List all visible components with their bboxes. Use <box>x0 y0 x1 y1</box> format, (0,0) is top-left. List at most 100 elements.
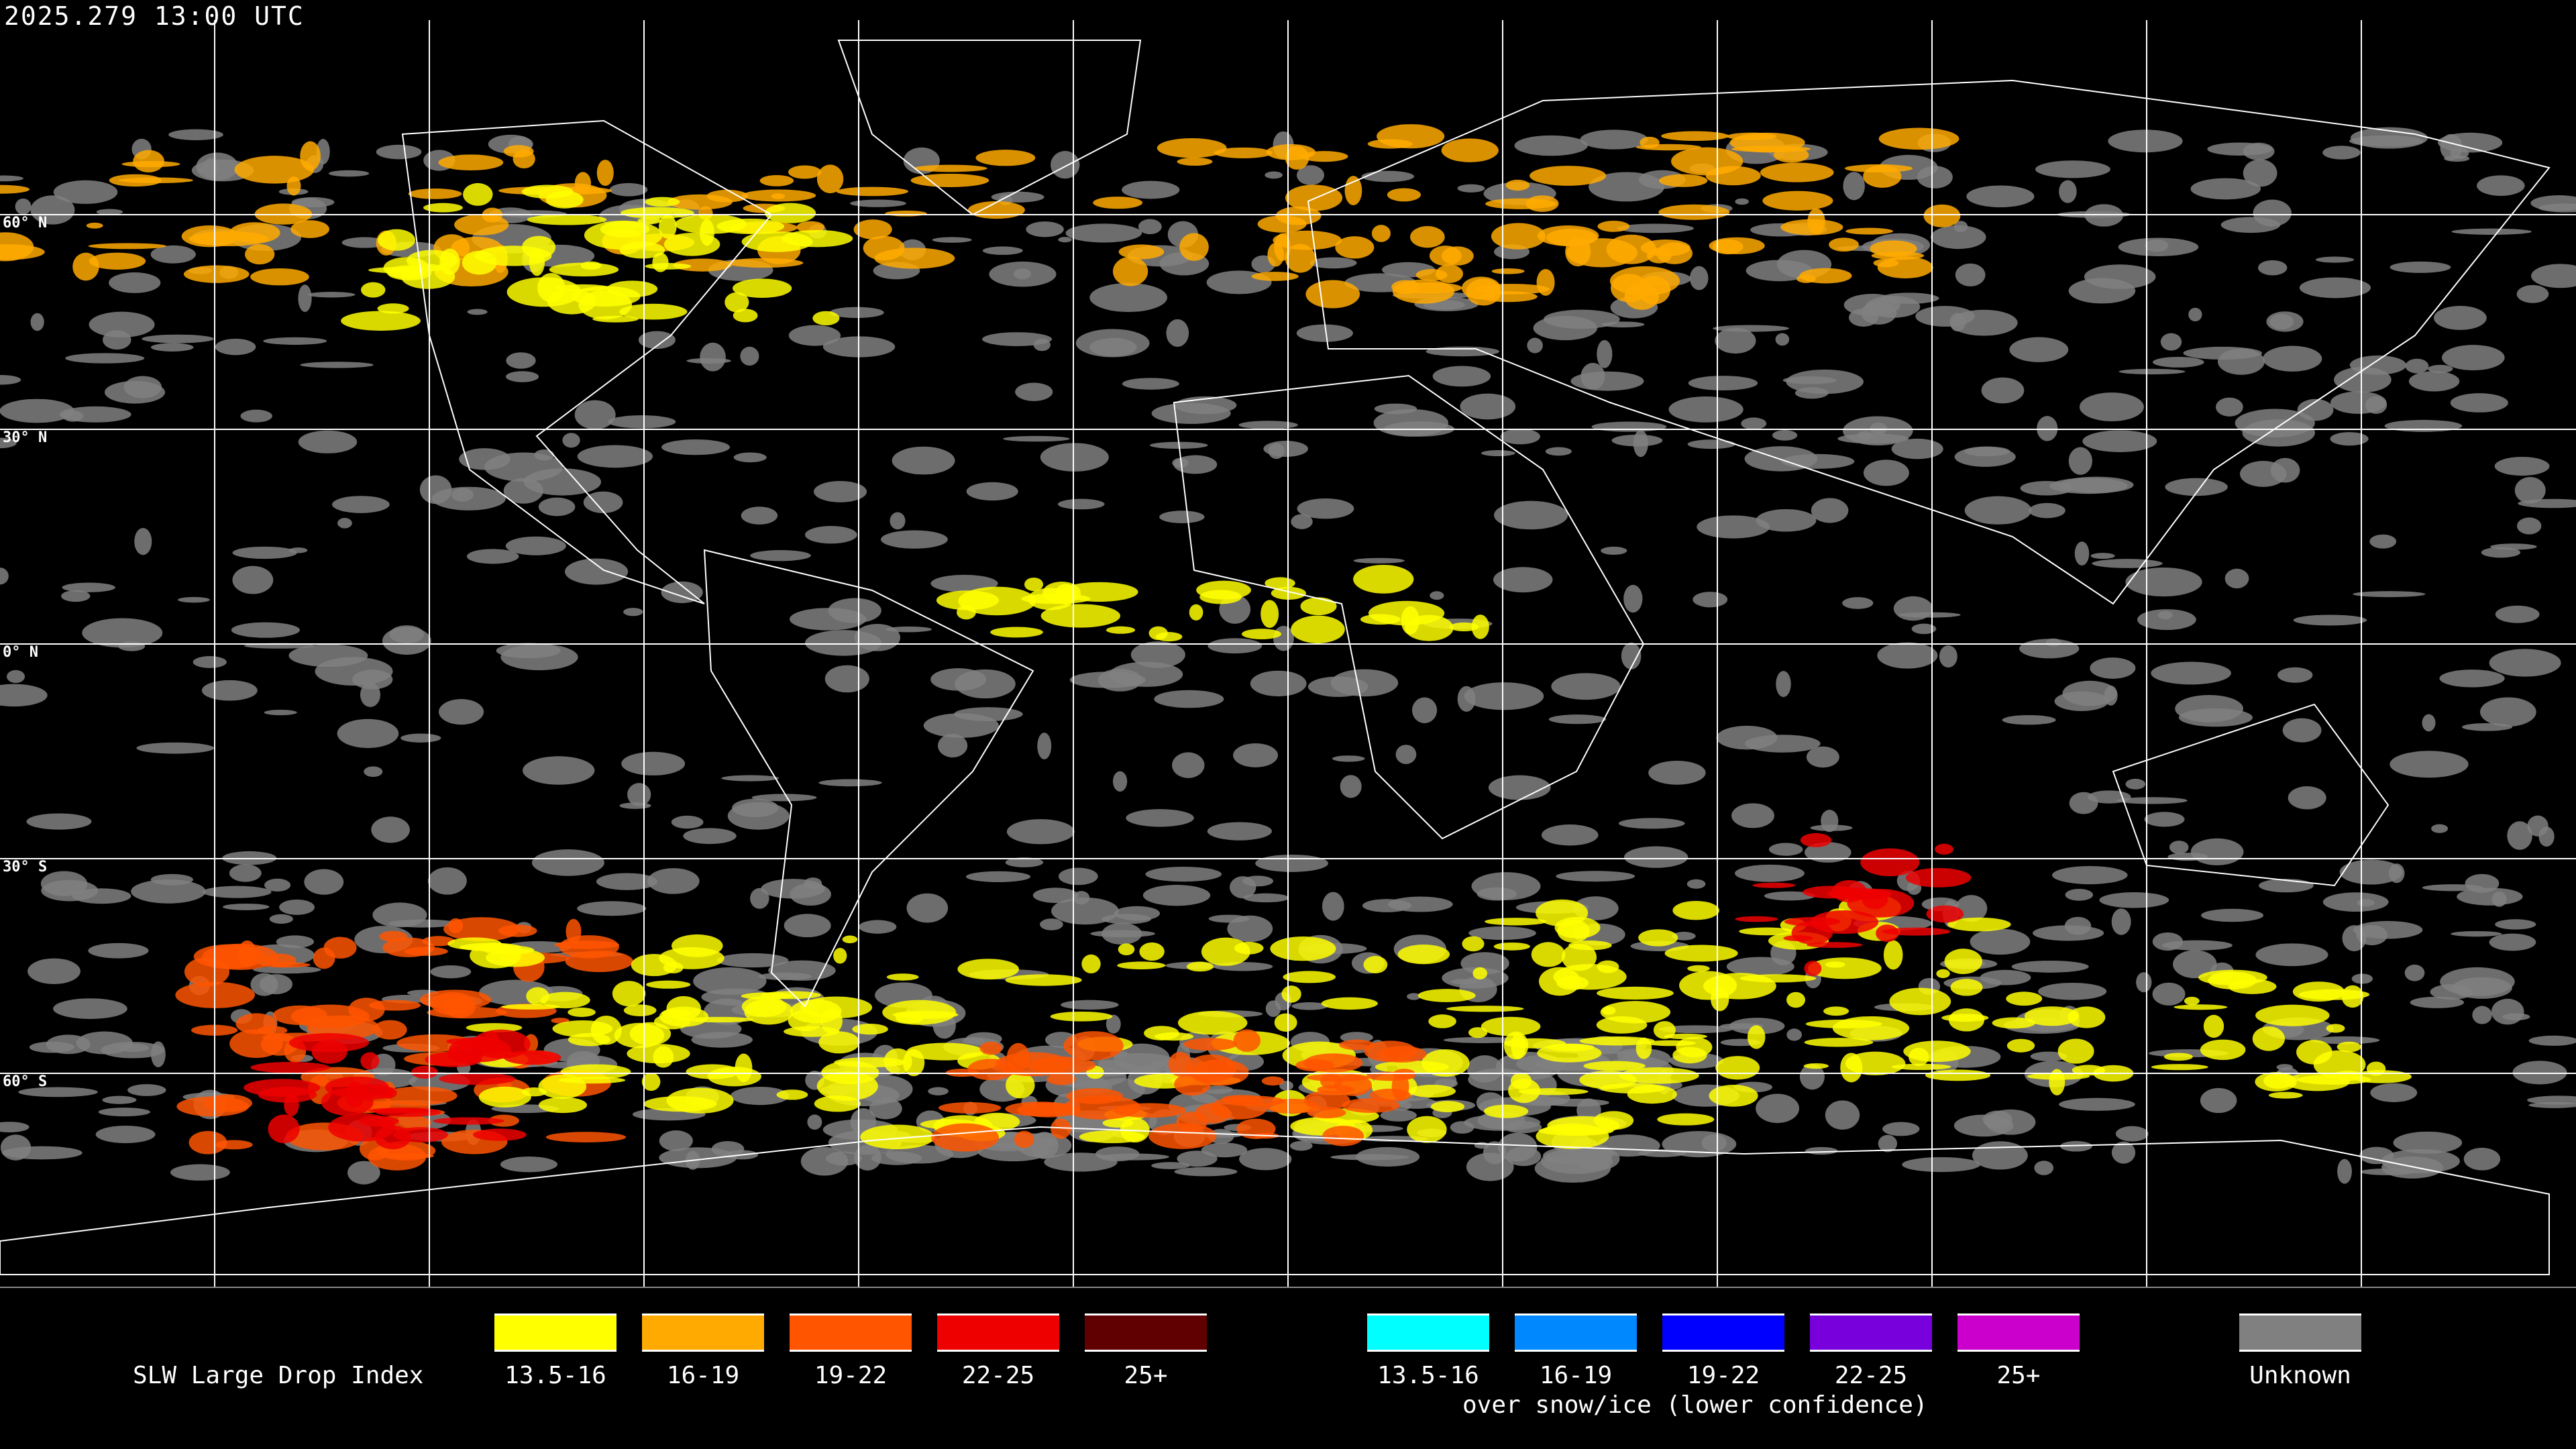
cloud-patch <box>2068 1006 2106 1028</box>
cloud-patch <box>0 437 17 449</box>
cloud-patch <box>1460 393 1516 420</box>
cloud-patch <box>1307 1073 1370 1082</box>
cloud-patch <box>41 879 99 902</box>
cloud-patch <box>1430 591 1444 600</box>
lat-label-0n: 0° N <box>3 644 38 661</box>
cloud-patch <box>1538 967 1580 996</box>
cloud-patch <box>1882 1122 1920 1136</box>
cloud-patch <box>2315 256 2355 263</box>
cloud-patch <box>1396 1097 1438 1109</box>
cloud-patch <box>286 176 301 196</box>
cloud-patch <box>2224 568 2249 589</box>
cloud-patch <box>700 342 726 372</box>
cloud-patch <box>1106 1014 1121 1034</box>
cloud-patch <box>661 581 703 604</box>
cloud-patch <box>1058 237 1072 243</box>
cloud-patch <box>1040 443 1109 472</box>
cloud-patch <box>244 1079 321 1097</box>
cloud-patch <box>506 371 539 382</box>
cloud-patch <box>2390 261 2451 273</box>
cloud-patch <box>53 180 118 204</box>
cloud-patch <box>1186 1054 1237 1083</box>
cloud-patch <box>1377 124 1445 149</box>
cloud-patch <box>885 210 927 217</box>
cloud-patch <box>812 311 840 326</box>
cloud-patch <box>1799 1063 1825 1090</box>
cloud-patch <box>850 199 906 207</box>
cloud-patch <box>1363 955 1388 974</box>
cloud-patch <box>2152 982 2186 1006</box>
cloud-patch <box>1462 936 1485 952</box>
cloud-patch <box>328 1113 396 1142</box>
cloud-patch <box>1627 1085 1677 1104</box>
cloud-patch <box>1006 1042 1030 1072</box>
cloud-patch <box>196 152 239 181</box>
legend-snow-item-0-label: 13.5-16 <box>1377 1362 1479 1389</box>
cloud-patch <box>1155 632 1183 642</box>
cloud-patch <box>2479 697 2536 727</box>
cloud-patch <box>65 353 145 364</box>
cloud-patch <box>716 218 785 234</box>
cloud-patch <box>931 1123 1000 1152</box>
cloud-patch <box>853 219 892 239</box>
cloud-patch <box>1353 564 1414 594</box>
cloud-patch <box>290 220 329 238</box>
cloud-patch <box>750 888 769 909</box>
cloud-patch <box>1050 151 1080 179</box>
cloud-patch <box>1518 1087 1589 1095</box>
cloud-patch <box>1050 1011 1113 1022</box>
cloud-patch <box>764 203 816 223</box>
cloud-patch <box>1623 584 1643 613</box>
cloud-patch <box>2299 277 2371 299</box>
cloud-patch <box>368 1108 438 1114</box>
cloud-patch <box>1711 987 1729 1012</box>
cloud-patch <box>782 229 853 248</box>
legend-snow-item-1-swatch <box>1515 1313 1637 1352</box>
cloud-patch <box>1926 905 1964 923</box>
lat-label-60n: 60° N <box>3 215 48 231</box>
cloud-patch <box>2439 669 2505 688</box>
cloud-patch <box>400 264 455 289</box>
cloud-patch <box>341 237 388 248</box>
cloud-patch <box>1491 268 1525 274</box>
cloud-patch <box>1344 176 1362 206</box>
cloud-patch <box>1040 604 1121 628</box>
cloud-patch <box>1281 985 1301 1003</box>
cloud-patch <box>30 313 44 331</box>
cloud-patch <box>268 1114 300 1144</box>
cloud-patch <box>231 622 300 638</box>
cloud-patch <box>1804 842 1851 863</box>
cloud-patch <box>1735 198 1749 205</box>
cloud-patch <box>989 261 1057 287</box>
cloud-patch <box>1340 775 1362 798</box>
cloud-patch <box>1944 949 1982 975</box>
cloud-patch <box>577 901 647 916</box>
cloud-patch <box>609 182 648 197</box>
cloud-patch <box>151 1041 166 1067</box>
cloud-patch <box>2450 393 2508 413</box>
cloud-patch <box>2045 638 2061 647</box>
cloud-patch <box>627 1044 690 1064</box>
cloud-patch <box>1122 180 1180 199</box>
cloud-patch <box>1611 434 1663 447</box>
cloud-patch <box>526 987 549 1006</box>
cloud-patch <box>957 959 1019 980</box>
cloud-patch <box>89 252 146 270</box>
cloud-patch <box>2049 478 2128 494</box>
cloud-patch <box>852 1024 888 1035</box>
cloud-patch <box>2430 984 2474 1000</box>
cloud-patch <box>936 590 1000 610</box>
cloud-patch <box>1037 733 1052 760</box>
cloud-patch <box>1353 557 1405 564</box>
cloud-patch <box>2334 367 2392 393</box>
cloud-patch <box>1485 918 1547 926</box>
cloud-patch <box>1579 1071 1637 1089</box>
cloud-patch <box>443 917 520 942</box>
legend-item-0-label: 13.5-16 <box>504 1362 606 1389</box>
cloud-patch <box>1804 1038 1874 1047</box>
cloud-patch <box>1903 1040 1971 1063</box>
cloud-patch <box>1407 1116 1447 1143</box>
cloud-patch <box>2118 368 2186 375</box>
cloud-patch <box>1831 879 1867 903</box>
cloud-patch <box>982 246 1023 255</box>
